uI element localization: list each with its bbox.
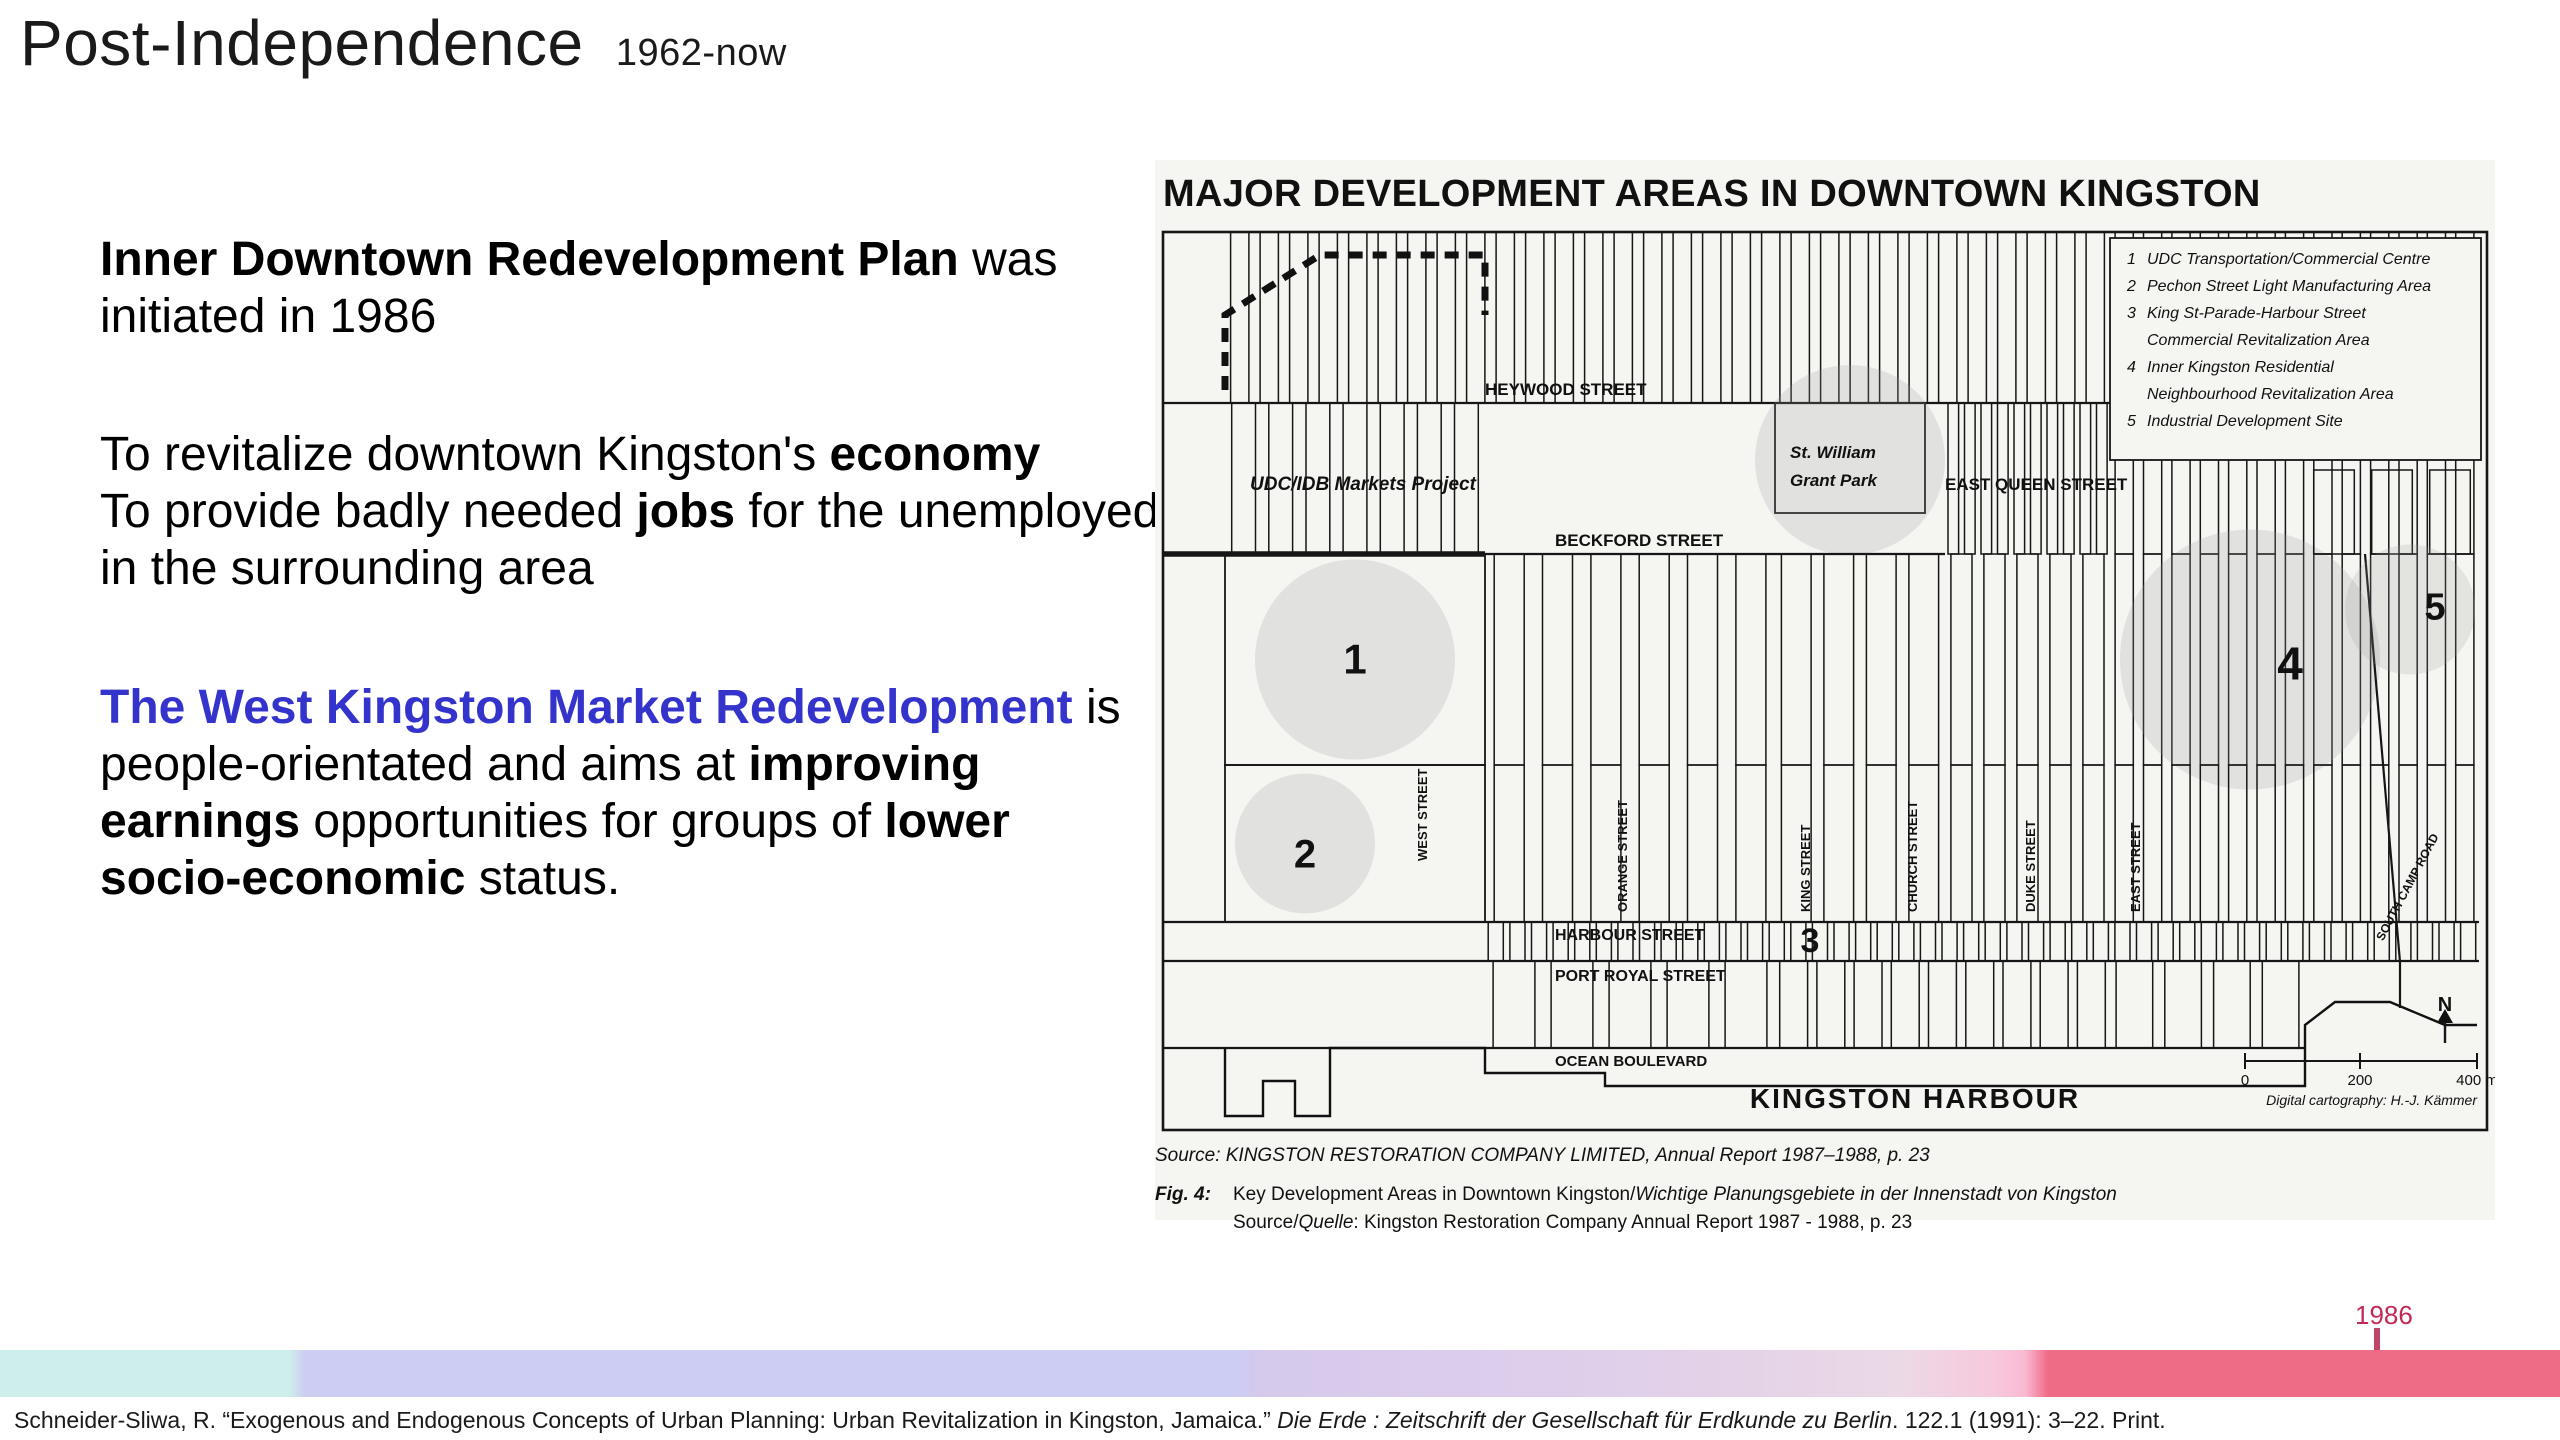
svg-text:200: 200 xyxy=(2347,1072,2372,1089)
svg-text:PORT ROYAL STREET: PORT ROYAL STREET xyxy=(1555,968,1726,985)
svg-text:DUKE STREET: DUKE STREET xyxy=(2023,820,2038,912)
svg-text:UDC Transportation/Commercial: UDC Transportation/Commercial Centre xyxy=(2147,251,2430,268)
svg-text:2: 2 xyxy=(2126,278,2136,295)
svg-text:3: 3 xyxy=(1801,922,1820,960)
svg-text:HARBOUR STREET: HARBOUR STREET xyxy=(1555,927,1705,944)
svg-text:Inner Kingston Residential: Inner Kingston Residential xyxy=(2147,359,2334,376)
svg-text:UDC/IDB Markets Project: UDC/IDB Markets Project xyxy=(1250,474,1477,495)
svg-text:HEYWOOD STREET: HEYWOOD STREET xyxy=(1485,380,1647,399)
svg-text:Commercial Revitalization Area: Commercial Revitalization Area xyxy=(2147,332,2370,349)
svg-text:5: 5 xyxy=(2424,587,2445,629)
svg-text:1: 1 xyxy=(1343,636,1366,683)
svg-text:2: 2 xyxy=(1294,833,1316,877)
svg-text:Digital cartography: H.-J. Käm: Digital cartography: H.-J. Kämmer xyxy=(2266,1092,2478,1108)
svg-text:EAST STREET: EAST STREET xyxy=(2128,822,2143,912)
svg-text:Neighbourhood Revitalization A: Neighbourhood Revitalization Area xyxy=(2147,386,2394,403)
svg-text:MAJOR DEVELOPMENT AREAS IN DOW: MAJOR DEVELOPMENT AREAS IN DOWNTOWN KING… xyxy=(1163,173,2261,215)
svg-text:OCEAN BOULEVARD: OCEAN BOULEVARD xyxy=(1555,1053,1707,1070)
svg-text:400 m: 400 m xyxy=(2456,1072,2495,1089)
svg-text:Pechon Street Light Manufactur: Pechon Street Light Manufacturing Area xyxy=(2147,278,2431,295)
svg-text:ORANGE STREET: ORANGE STREET xyxy=(1615,800,1630,912)
svg-text:4: 4 xyxy=(2277,638,2303,690)
svg-text:WEST STREET: WEST STREET xyxy=(1415,768,1430,861)
svg-text:KING STREET: KING STREET xyxy=(1798,825,1813,912)
svg-text:4: 4 xyxy=(2127,359,2136,376)
svg-text:BECKFORD STREET: BECKFORD STREET xyxy=(1555,531,1724,550)
svg-text:1: 1 xyxy=(2127,251,2136,268)
svg-text:EAST QUEEN STREET: EAST QUEEN STREET xyxy=(1945,475,2128,494)
svg-text:CHURCH STREET: CHURCH STREET xyxy=(1905,801,1920,912)
svg-text:Industrial Development Site: Industrial Development Site xyxy=(2147,413,2343,430)
svg-text:Grant Park: Grant Park xyxy=(1790,471,1878,490)
svg-text:King St-Parade-Harbour Street: King St-Parade-Harbour Street xyxy=(2147,305,2366,322)
svg-text:KINGSTON HARBOUR: KINGSTON HARBOUR xyxy=(1750,1083,2080,1114)
svg-text:0: 0 xyxy=(2241,1072,2249,1089)
svg-text:St. William: St. William xyxy=(1790,443,1876,462)
svg-text:5: 5 xyxy=(2127,413,2136,430)
svg-text:3: 3 xyxy=(2127,305,2136,322)
